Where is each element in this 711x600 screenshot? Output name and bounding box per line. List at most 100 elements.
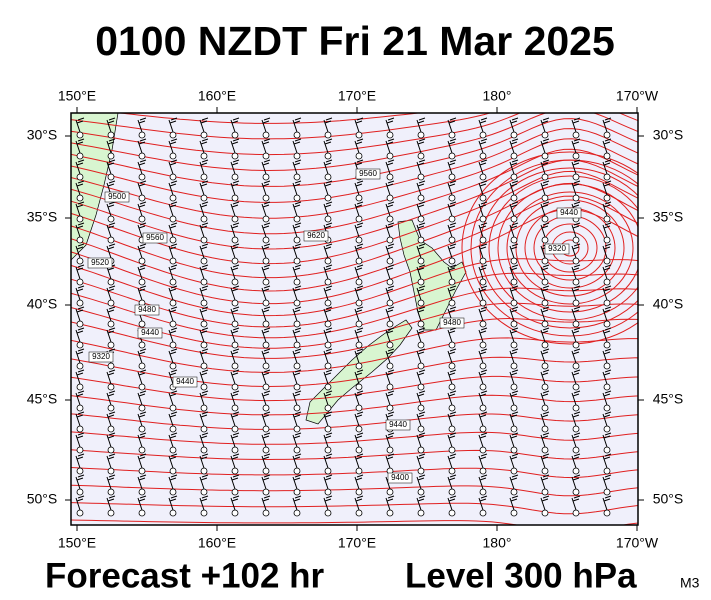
- barb-station: [541, 278, 549, 286]
- barb-station: [541, 299, 549, 307]
- barb: [137, 243, 147, 259]
- barb-station: [386, 299, 394, 307]
- barb-station: [231, 488, 239, 496]
- barb: [540, 285, 550, 301]
- barb: [385, 138, 395, 154]
- barb: [292, 432, 302, 448]
- lon-label-top: 160°E: [198, 88, 236, 104]
- barb: [602, 159, 612, 175]
- barb-station: [76, 194, 84, 202]
- barb-station: [448, 446, 456, 454]
- contour-label-box: [387, 472, 413, 484]
- barb-station: [541, 152, 549, 160]
- barb-station: [76, 425, 84, 433]
- barb: [416, 411, 426, 427]
- barb-station: [417, 362, 425, 370]
- barb-station: [386, 278, 394, 286]
- barb: [509, 432, 519, 448]
- barb-station: [479, 299, 487, 307]
- barb-station: [262, 152, 270, 160]
- barb: [385, 264, 395, 280]
- barb: [602, 222, 612, 238]
- barb: [199, 453, 209, 469]
- barb-station: [572, 152, 580, 160]
- barb-station: [76, 383, 84, 391]
- lat-label-right: 50°S: [653, 491, 684, 507]
- barb: [292, 327, 302, 343]
- barb-station: [76, 320, 84, 328]
- barb-station: [200, 299, 208, 307]
- barb: [354, 243, 364, 259]
- contour-label: 9520: [91, 258, 109, 267]
- barb-station: [541, 173, 549, 181]
- barb: [75, 327, 85, 343]
- barb: [323, 369, 333, 385]
- barb: [168, 453, 178, 469]
- low-contour: [461, 151, 638, 345]
- contour-label-box: [355, 168, 381, 180]
- barb-station: [355, 488, 363, 496]
- barb-station: [231, 173, 239, 181]
- barb: [416, 159, 426, 175]
- barb-station: [603, 446, 611, 454]
- barb-station: [107, 467, 115, 475]
- barb-station: [231, 446, 239, 454]
- barb: [602, 201, 612, 217]
- barb-station: [169, 467, 177, 475]
- barb-station: [417, 341, 425, 349]
- barb: [602, 474, 612, 490]
- barb: [230, 411, 240, 427]
- model-label: M3: [680, 575, 700, 591]
- barb: [602, 348, 612, 364]
- barb-station: [572, 299, 580, 307]
- barb-station: [448, 467, 456, 475]
- barb: [602, 180, 612, 196]
- map-layers: 9500 9560 9520 9480 9440 9320 9440 9620 9560 9440…: [71, 113, 638, 525]
- barb: [385, 201, 395, 217]
- barb-station: [293, 257, 301, 265]
- barb: [261, 369, 271, 385]
- barb: [261, 159, 271, 175]
- contour-label-box: [556, 207, 582, 219]
- barb-station: [107, 320, 115, 328]
- barb-station: [200, 131, 208, 139]
- barb-station: [355, 215, 363, 223]
- barb: [292, 495, 302, 511]
- barb: [199, 306, 209, 322]
- barb: [106, 201, 116, 217]
- barb: [292, 243, 302, 259]
- barb-station: [324, 131, 332, 139]
- barb-station: [541, 425, 549, 433]
- barb-station: [138, 446, 146, 454]
- title: 0100 NZDT Fri 21 Mar 2025: [95, 18, 615, 64]
- barb-station: [479, 467, 487, 475]
- axes: 150°E 150°E 160°E 160°E 170°E 170°E 180° 180° 17…: [27, 88, 684, 551]
- low-contour: [488, 175, 638, 321]
- barb: [199, 117, 209, 133]
- barb: [292, 264, 302, 280]
- barb-station: [417, 320, 425, 328]
- low-contour: [497, 183, 638, 313]
- barb: [571, 348, 581, 364]
- barb-station: [200, 383, 208, 391]
- barb: [354, 264, 364, 280]
- barb-station: [293, 341, 301, 349]
- barb: [540, 390, 550, 406]
- barb-station: [324, 278, 332, 286]
- barb: [416, 390, 426, 406]
- barb: [602, 306, 612, 322]
- barb: [168, 159, 178, 175]
- contour-label: 9440: [560, 208, 578, 217]
- barb: [230, 474, 240, 490]
- barb-station: [76, 299, 84, 307]
- barb: [75, 411, 85, 427]
- barb: [230, 264, 240, 280]
- barb: [354, 117, 364, 133]
- barb-station: [541, 404, 549, 412]
- lat-label-left: 35°S: [27, 209, 58, 225]
- barb-station: [293, 236, 301, 244]
- barb-station: [386, 152, 394, 160]
- barb: [447, 117, 457, 133]
- barb-station: [324, 404, 332, 412]
- barb: [447, 327, 457, 343]
